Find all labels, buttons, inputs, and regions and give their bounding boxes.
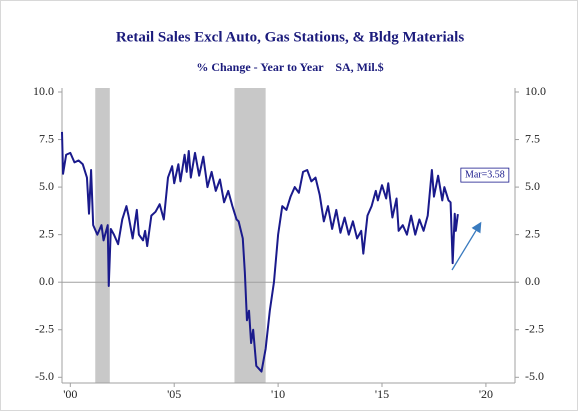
annotation-text: Mar=3.58 <box>465 169 505 180</box>
y-tick-label-right: -2.5 <box>525 321 544 335</box>
x-tick-label: '10 <box>271 387 285 401</box>
y-tick-label-right: 7.5 <box>525 131 540 145</box>
y-tick-label: 5.0 <box>39 179 54 193</box>
y-tick-label-right: 2.5 <box>525 226 540 240</box>
data-line <box>61 131 459 373</box>
y-tick-label: 0.0 <box>39 274 54 288</box>
chart-subtitle: % Change - Year to Year SA, Mil.$ <box>196 60 383 74</box>
y-tick-label: 2.5 <box>39 226 54 240</box>
y-tick-label: 10.0 <box>33 84 54 98</box>
y-tick-label-right: -5.0 <box>525 369 544 383</box>
y-tick-label-right: 0.0 <box>525 274 540 288</box>
annotation-arrow <box>451 221 482 271</box>
x-tick-label: '00 <box>63 387 77 401</box>
x-tick-label: '05 <box>167 387 181 401</box>
y-tick-label: 7.5 <box>39 131 54 145</box>
x-tick-label: '20 <box>479 387 493 401</box>
y-tick-label-right: 5.0 <box>525 179 540 193</box>
chart-title: Retail Sales Excl Auto, Gas Stations, & … <box>116 29 464 45</box>
x-tick-label: '15 <box>375 387 389 401</box>
y-tick-label-right: 10.0 <box>525 84 546 98</box>
y-tick-label: -2.5 <box>35 321 54 335</box>
annotation-box <box>460 167 510 183</box>
plot-area: 10.0 10.0 7.5 7.5 5.0 5.0 2.5 2.5 0.0 0.0 -2.5 -2.5… <box>33 84 546 401</box>
y-tick-label: -5.0 <box>35 369 54 383</box>
